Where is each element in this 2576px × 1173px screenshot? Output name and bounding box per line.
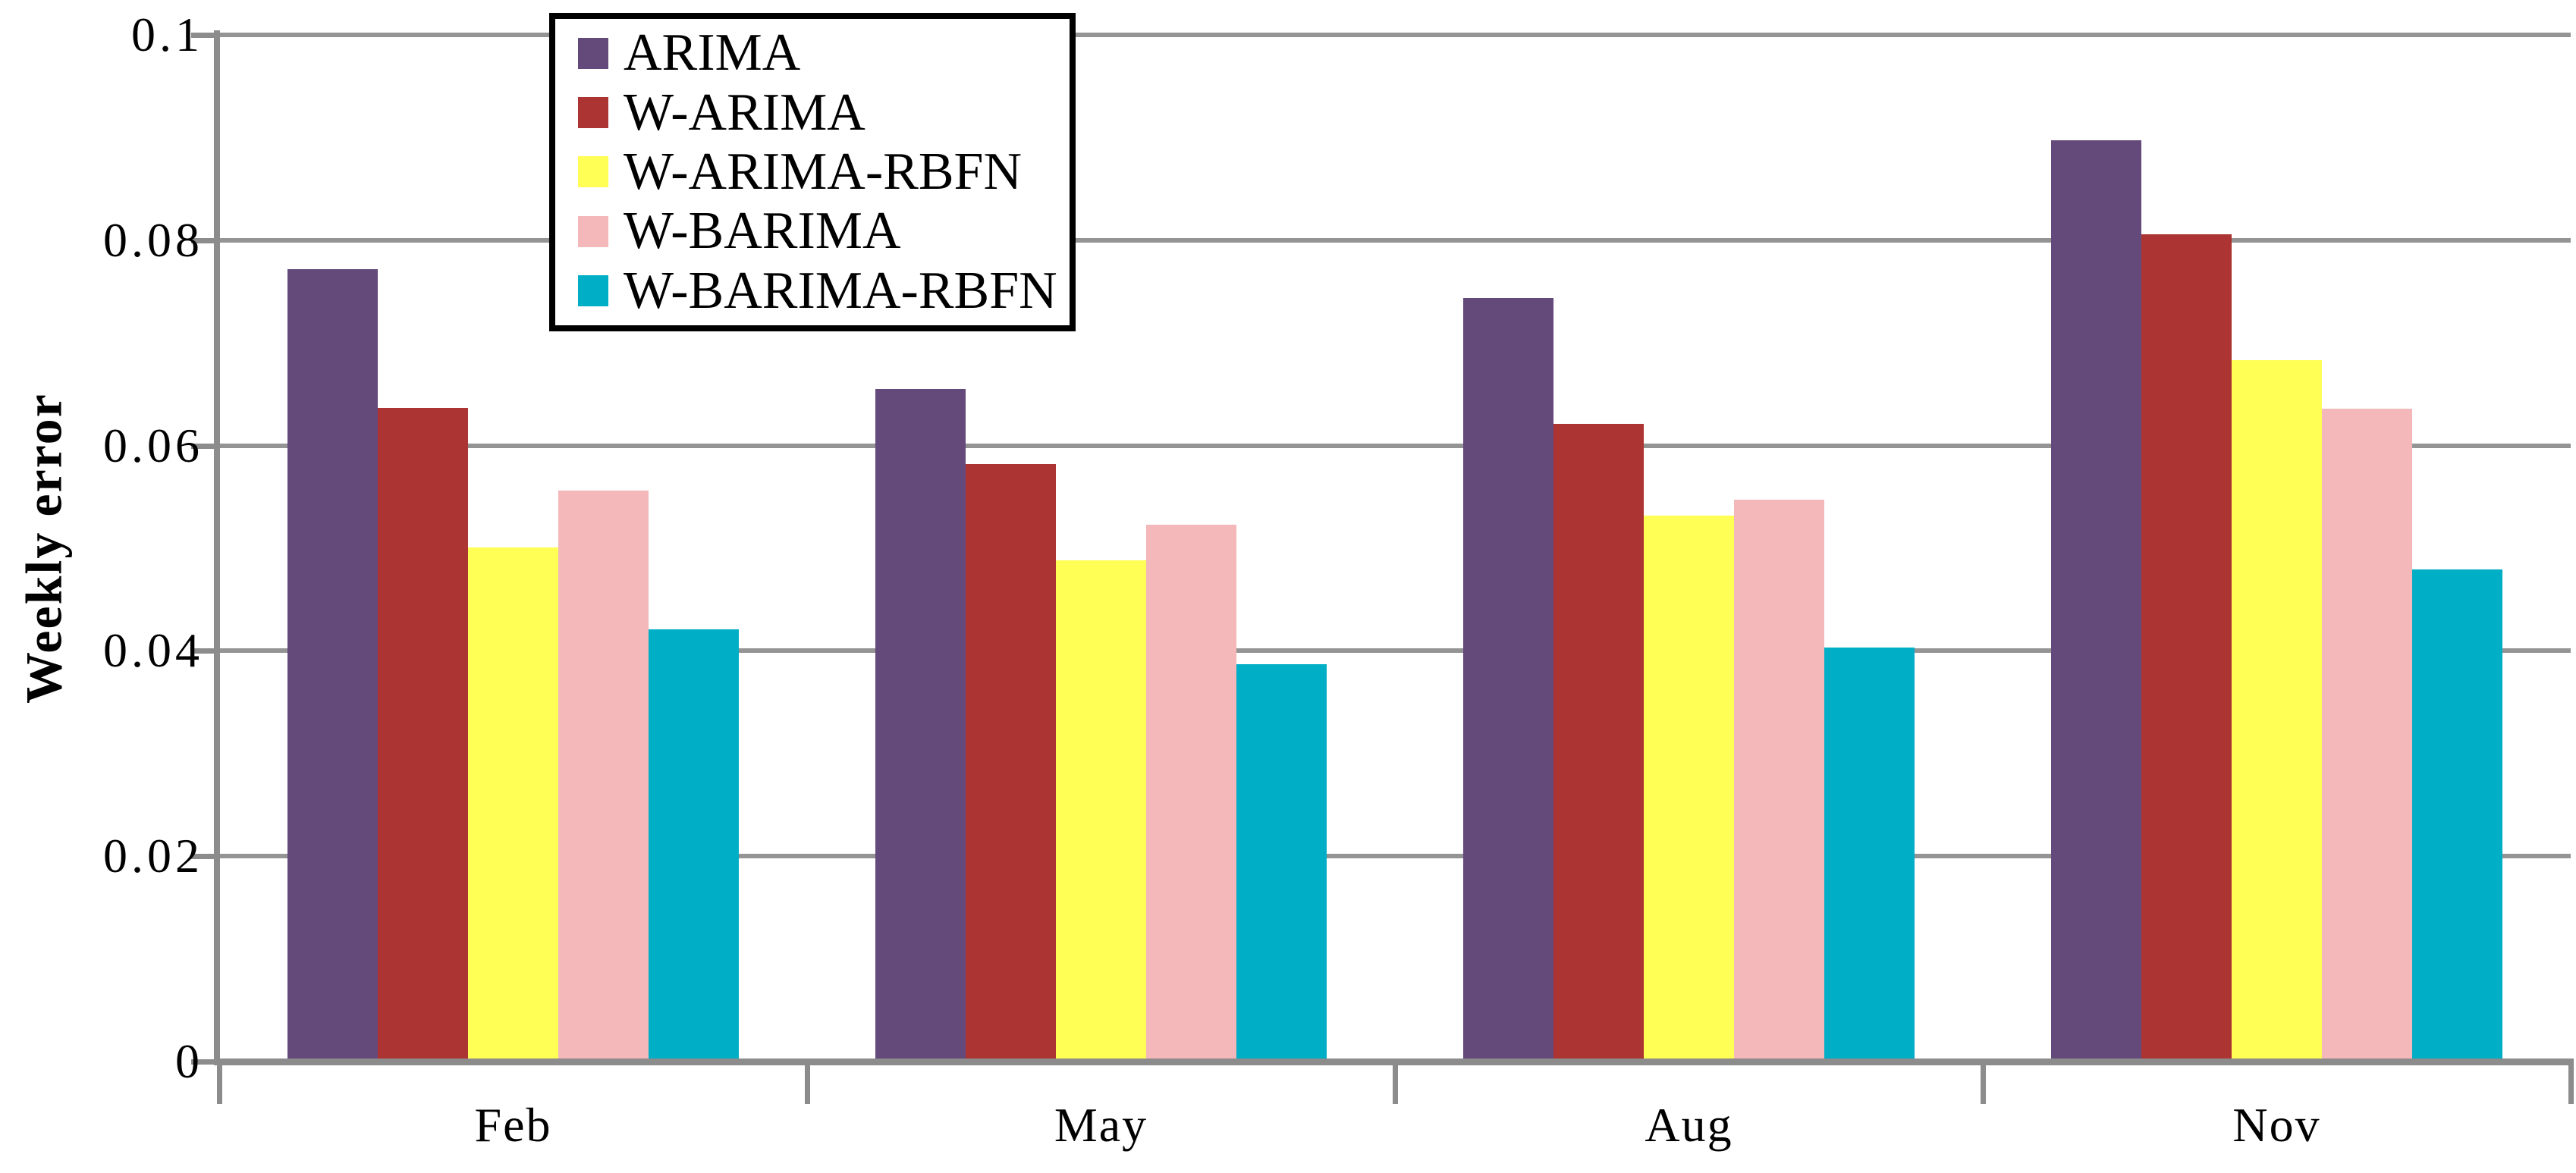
legend-item-arima: ARIMA — [555, 24, 1070, 83]
bar-w-arima-rbfn-aug — [1644, 516, 1734, 1062]
legend-label: W-BARIMA-RBFN — [624, 261, 1057, 320]
y-tick-mark-0.06 — [191, 443, 216, 449]
bar-w-barima-may — [1146, 525, 1236, 1062]
legend-item-w-arima-rbfn: W-ARIMA-RBFN — [555, 143, 1070, 202]
y-tick-mark-0.1 — [191, 33, 216, 38]
legend-label: ARIMA — [624, 24, 801, 83]
y-tick-mark-0.02 — [191, 854, 216, 860]
gridline-0.06 — [219, 443, 2571, 448]
bar-w-barima-rbfn-may — [1236, 664, 1327, 1062]
bar-w-arima-feb — [378, 408, 468, 1062]
legend-label: W-BARIMA — [624, 202, 901, 261]
y-tick-label-0.06: 0.06 — [103, 418, 203, 472]
x-tick-label-aug: Aug — [1645, 1098, 1733, 1152]
y-tick-label-0.04: 0.04 — [103, 623, 203, 678]
legend: ARIMA W-ARIMA W-ARIMA-RBFN W-BARIMA W-BARIMA… — [549, 13, 1076, 331]
x-tick-label-feb: Feb — [474, 1098, 552, 1152]
bar-w-barima-rbfn-aug — [1824, 648, 1915, 1062]
legend-swatch-icon — [578, 275, 608, 307]
bar-w-arima-nov — [2141, 234, 2232, 1062]
legend-swatch-icon — [578, 37, 608, 69]
gridline-0.1 — [219, 33, 2571, 37]
x-tick-mark-4 — [2568, 1062, 2574, 1104]
bar-arima-may — [875, 389, 966, 1062]
legend-item-w-barima: W-BARIMA — [555, 202, 1070, 261]
y-tick-label-0.08: 0.08 — [103, 212, 203, 267]
gridline-0.02 — [219, 854, 2571, 859]
legend-swatch-icon — [578, 215, 608, 247]
bar-w-arima-rbfn-may — [1056, 560, 1146, 1062]
y-tick-label-0.1: 0.1 — [131, 8, 203, 61]
bar-w-arima-rbfn-nov — [2232, 360, 2322, 1062]
y-tick-label-0: 0 — [175, 1034, 203, 1088]
y-axis-title: Weekly error — [14, 393, 73, 704]
y-tick-mark-0 — [191, 1059, 216, 1065]
x-tick-mark-0 — [217, 1062, 222, 1104]
bar-w-arima-rbfn-feb — [468, 547, 558, 1062]
gridline-0.08 — [219, 237, 2571, 243]
y-axis-line — [214, 30, 220, 1065]
legend-item-w-barima-rbfn: W-BARIMA-RBFN — [555, 262, 1070, 321]
bar-w-arima-may — [966, 464, 1056, 1062]
y-tick-mark-0.04 — [191, 648, 216, 654]
legend-label: W-ARIMA-RBFN — [624, 142, 1023, 201]
x-tick-label-nov: Nov — [2232, 1098, 2321, 1152]
bar-w-barima-feb — [558, 491, 649, 1062]
x-tick-mark-2 — [1393, 1062, 1398, 1104]
bar-w-barima-aug — [1734, 500, 1824, 1062]
bar-w-barima-rbfn-nov — [2412, 569, 2502, 1062]
y-tick-label-0.02: 0.02 — [103, 829, 203, 883]
x-tick-mark-1 — [805, 1062, 810, 1104]
y-tick-mark-0.08 — [191, 237, 216, 243]
bar-arima-aug — [1463, 298, 1553, 1062]
gridline-0.04 — [219, 648, 2571, 654]
legend-swatch-icon — [578, 156, 608, 188]
bar-w-barima-rbfn-feb — [649, 629, 739, 1062]
legend-swatch-icon — [578, 97, 608, 129]
legend-label: W-ARIMA — [624, 83, 865, 142]
x-tick-label-may: May — [1054, 1098, 1148, 1152]
bar-w-arima-aug — [1553, 424, 1644, 1062]
bar-arima-nov — [2051, 140, 2141, 1062]
bar-arima-feb — [287, 269, 378, 1062]
plot-area — [219, 33, 2571, 1062]
legend-item-w-arima: W-ARIMA — [555, 83, 1070, 143]
bar-w-barima-nov — [2322, 409, 2412, 1062]
x-tick-mark-3 — [1981, 1062, 1986, 1104]
